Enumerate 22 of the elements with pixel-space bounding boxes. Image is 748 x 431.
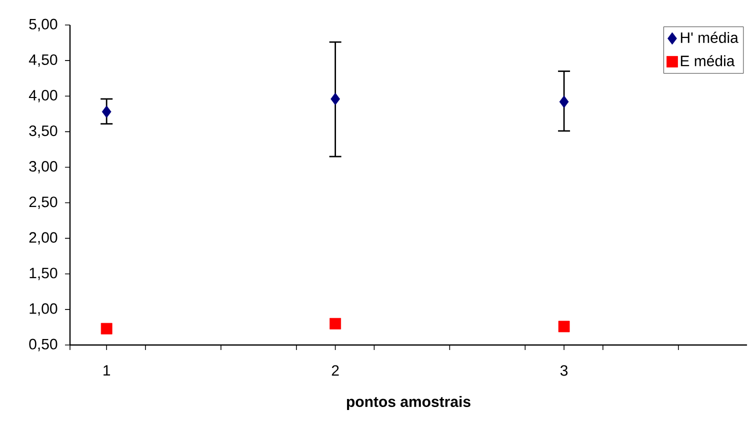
x-axis-title: pontos amostrais <box>346 396 470 410</box>
x-tick-label: 1 <box>104 365 110 376</box>
y-tick-label: 0,50 <box>29 338 58 352</box>
y-tick-label: 1,00 <box>30 303 58 316</box>
point <box>330 318 342 330</box>
y-tick-label: 2,00 <box>29 232 58 245</box>
x-tick-label: 2 <box>332 365 339 376</box>
point <box>330 92 340 106</box>
point <box>559 96 569 108</box>
point <box>102 106 112 118</box>
legend-label: H' média <box>680 32 738 43</box>
point <box>100 322 112 334</box>
legend-label: E média <box>680 55 735 66</box>
y-tick-label: 3,00 <box>29 161 58 174</box>
y-tick-label: 2,50 <box>29 196 58 209</box>
point <box>558 320 570 332</box>
y-tick-label: 5,00 <box>29 18 58 32</box>
y-tick-label: 4,50 <box>28 54 58 67</box>
x-tick-label: 3 <box>560 365 568 376</box>
y-tick-label: 4,00 <box>28 90 58 102</box>
y-tick-label: 1,50 <box>30 268 58 280</box>
y-tick-label: 3,50 <box>29 125 58 138</box>
